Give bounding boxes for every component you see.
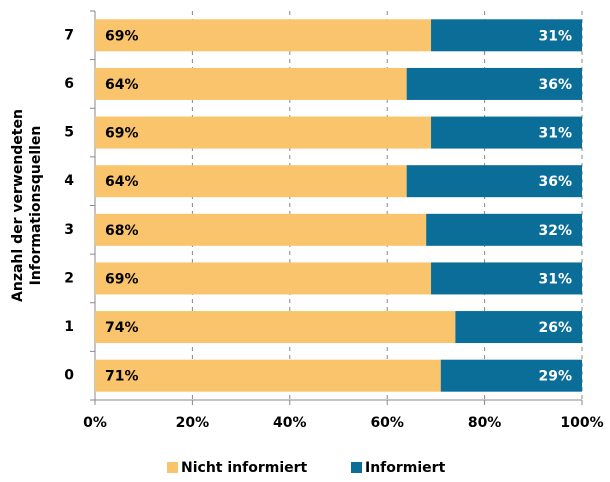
legend-label: Informiert: [365, 460, 446, 476]
data-label: 36%: [538, 174, 572, 190]
x-tick-label: 20%: [176, 415, 210, 431]
data-label: 71%: [105, 369, 139, 385]
bar-segment: [440, 359, 582, 392]
y-tick-label: 2: [64, 270, 74, 286]
data-label: 69%: [105, 126, 139, 142]
y-tick-label: 6: [64, 76, 74, 92]
x-tick-label: 60%: [370, 415, 404, 431]
y-tick-label: 5: [64, 125, 74, 141]
bar-segment: [406, 67, 582, 100]
data-label: 64%: [105, 174, 139, 190]
bar-segment: [95, 19, 432, 52]
y-tick-label: 1: [64, 319, 74, 335]
bar-segment: [455, 311, 582, 344]
data-label: 68%: [105, 223, 139, 239]
y-axis-label: Anzahl der verwendeten Informationsquelle…: [10, 109, 44, 302]
bar-segment: [431, 262, 582, 295]
x-tick-label: 80%: [468, 415, 502, 431]
bar-segment: [95, 311, 456, 344]
data-label: 69%: [105, 271, 139, 287]
data-label: 69%: [105, 28, 139, 44]
x-tick-label: 0%: [83, 415, 107, 431]
legend-swatch: [167, 462, 178, 473]
data-label: 32%: [538, 223, 572, 239]
y-tick-label: 4: [64, 173, 74, 189]
data-label: 26%: [538, 320, 572, 336]
bar-segment: [431, 116, 582, 149]
bar-segment: [95, 165, 407, 198]
bar-segment: [406, 165, 582, 198]
data-label: 29%: [538, 369, 572, 385]
data-label: 64%: [105, 77, 139, 93]
y-axis-label-line: Anzahl der verwendeten: [10, 109, 26, 302]
y-tick-label: 7: [64, 27, 74, 43]
bar-segment: [426, 213, 582, 246]
y-tick-label: 3: [64, 222, 74, 238]
bar-segment: [95, 67, 407, 100]
data-label: 31%: [538, 28, 572, 44]
y-tick-label: 0: [64, 368, 74, 384]
bar-segment: [95, 262, 432, 295]
data-label: 31%: [538, 126, 572, 142]
bar-segment: [95, 359, 441, 392]
data-label: 36%: [538, 77, 572, 93]
x-tick-label: 40%: [273, 415, 307, 431]
legend-label: Nicht informiert: [181, 460, 308, 476]
bar-segment: [95, 116, 432, 149]
data-label: 31%: [538, 271, 572, 287]
x-tick-label: 100%: [560, 415, 603, 431]
data-label: 74%: [105, 320, 139, 336]
bar-segment: [95, 213, 427, 246]
bar-segment: [431, 19, 582, 52]
y-axis-label-line: Informationsquellen: [28, 126, 44, 286]
legend-swatch: [351, 462, 362, 473]
